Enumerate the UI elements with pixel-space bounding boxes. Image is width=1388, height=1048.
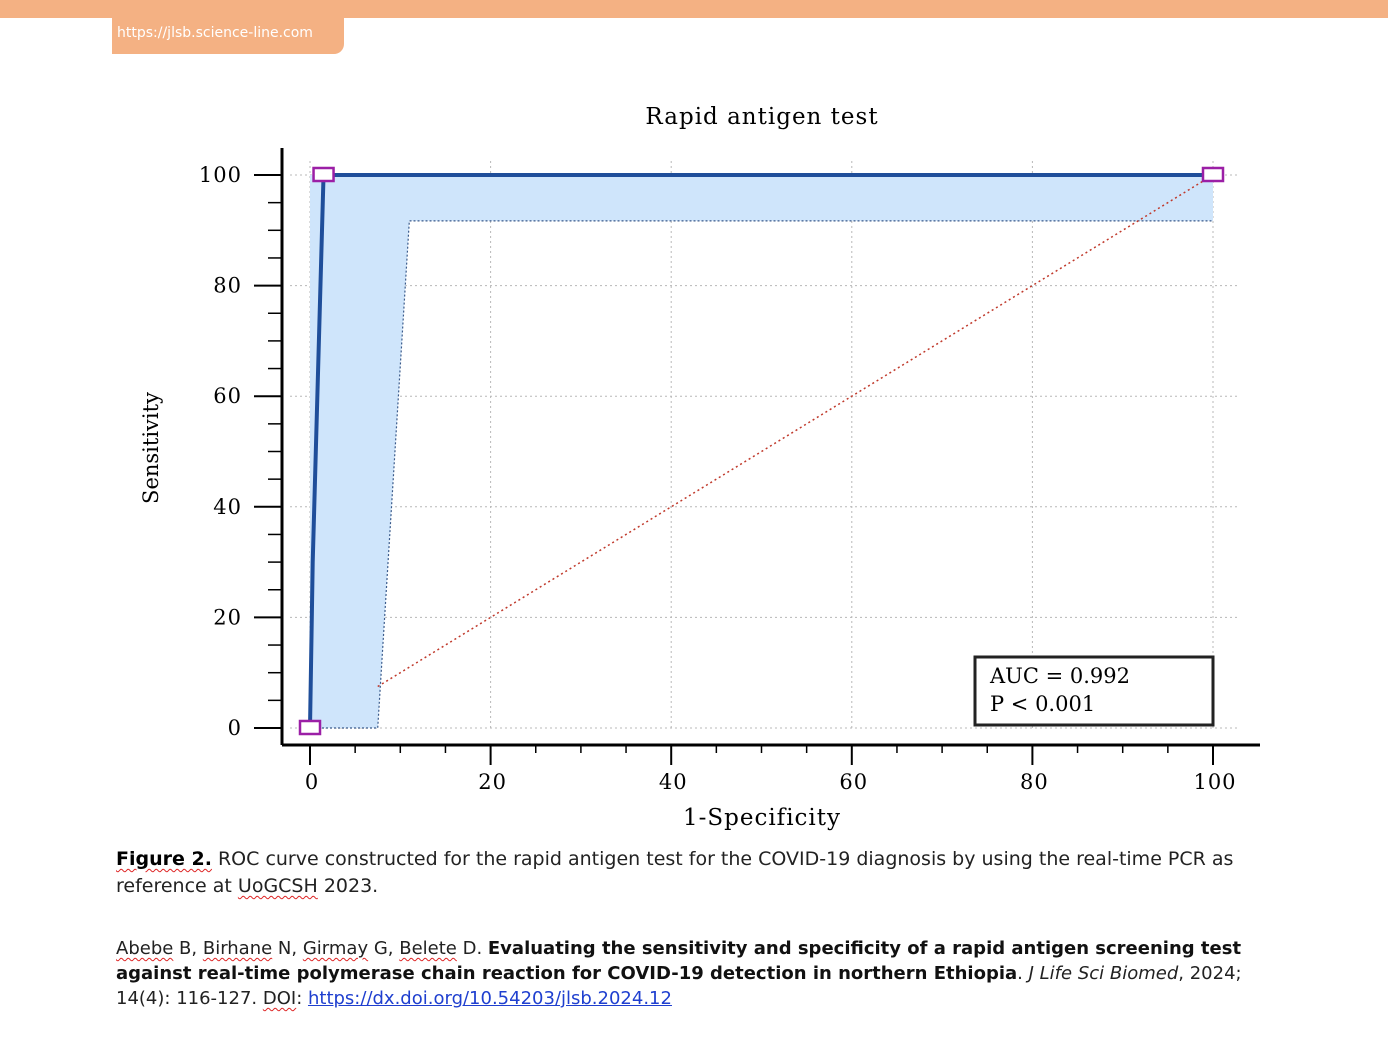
y-tick-label: 60 xyxy=(213,384,242,408)
citation-sep: . xyxy=(1017,963,1029,984)
point-marker xyxy=(312,166,335,183)
caption-text-1: ROC curve constructed for the rapid anti… xyxy=(116,848,1234,897)
axes xyxy=(254,148,1260,765)
grid-lines xyxy=(290,161,1240,729)
author-2: Birhane xyxy=(202,938,273,959)
roc-curve-line xyxy=(308,173,1213,729)
x-tick-label: 60 xyxy=(839,770,868,794)
diagonal-line xyxy=(377,174,1214,688)
author-4: Belete xyxy=(399,938,457,959)
x-tick-label: 20 xyxy=(478,770,507,794)
x-tick-label: 40 xyxy=(659,770,688,794)
y-tick-label: 20 xyxy=(213,605,242,629)
point-markers xyxy=(298,166,1225,736)
y-tick-label: 80 xyxy=(213,274,242,298)
x-axis-label: 1-Specificity xyxy=(683,805,841,831)
doi-sep: : xyxy=(296,988,308,1009)
confidence-band xyxy=(310,175,1213,729)
author-4-initial: D. xyxy=(456,938,488,959)
roc-curve xyxy=(308,173,1213,729)
x-tick-label: 100 xyxy=(1193,770,1236,794)
author-1-initial: B, xyxy=(173,938,203,959)
figure-label: Figure 2. xyxy=(116,848,212,870)
y-tick-label: 40 xyxy=(213,495,242,519)
doi-link[interactable]: https://dx.doi.org/10.54203/jlsb.2024.12 xyxy=(307,988,672,1009)
caption-text-2: 2023. xyxy=(317,875,379,897)
diagonal-reference xyxy=(377,174,1214,688)
caption-org: UoGCSH xyxy=(237,875,318,897)
citation-details: , 2024; 14(4): 116-127. xyxy=(116,963,1242,1009)
x-tick-label: 80 xyxy=(1020,770,1049,794)
figure-caption: Figure 2. ROC curve constructed for the … xyxy=(116,846,1276,900)
top-accent-bar xyxy=(0,0,1388,18)
auc-annotation: AUC = 0.992 P < 0.001 xyxy=(973,655,1215,727)
author-2-initial: N, xyxy=(272,938,303,959)
confidence-lower-bound xyxy=(310,220,1213,729)
chart-title: Rapid antigen test xyxy=(645,104,878,130)
author-1: Abebe xyxy=(116,938,174,959)
author-3-initial: G, xyxy=(368,938,400,959)
journal-url: https://jlsb.science-line.com xyxy=(117,25,313,41)
tick-labels: 0 20 40 60 80 100 0 20 40 60 80 100 xyxy=(199,163,1236,794)
point-marker xyxy=(1201,166,1225,183)
point-marker xyxy=(298,719,322,736)
auc-value: AUC = 0.992 xyxy=(989,664,1130,688)
citation: Abebe B, Birhane N, Girmay G, Belete D. … xyxy=(116,936,1276,1011)
auc-box xyxy=(973,655,1215,727)
y-tick-label: 100 xyxy=(199,163,242,187)
citation-title: Evaluating the sensitivity and specifici… xyxy=(116,938,1242,984)
doi-label: DOI xyxy=(262,988,297,1009)
journal-url-tab[interactable]: https://jlsb.science-line.com xyxy=(112,18,344,54)
journal-name: J Life Sci Biomed xyxy=(1028,963,1179,984)
x-tick-label: 0 xyxy=(305,770,319,794)
roc-chart: Rapid antigen test 0 20 40 60 80 100 0 20 40 60 80… xyxy=(139,104,1260,831)
author-3: Girmay xyxy=(302,938,369,959)
p-value: P < 0.001 xyxy=(990,692,1095,716)
y-axis-label: Sensitivity xyxy=(139,392,163,504)
y-tick-label: 0 xyxy=(228,716,242,740)
confidence-band-area xyxy=(310,175,1213,728)
